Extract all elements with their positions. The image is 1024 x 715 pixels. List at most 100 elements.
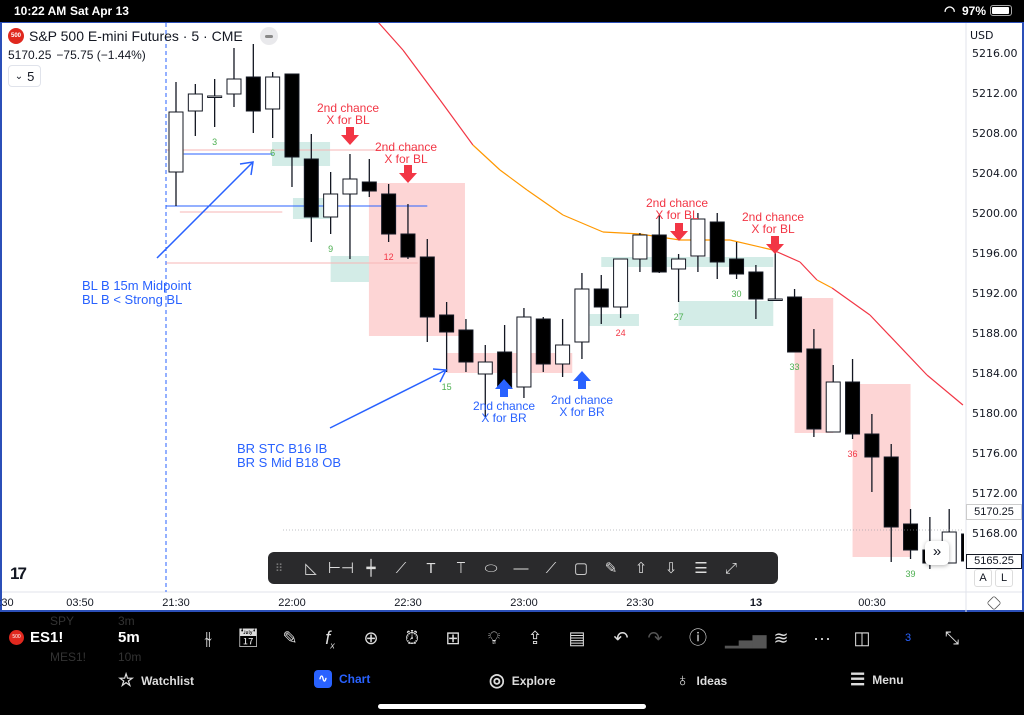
candle (265, 72, 281, 138)
note-br[interactable]: BR STC B16 IB BR S Mid B18 OB (237, 441, 342, 470)
currency-label[interactable]: USD (970, 29, 994, 42)
candle-body (651, 234, 667, 273)
interval-button[interactable]: 5m (118, 629, 140, 646)
rectangle-icon[interactable]: ▢ (573, 560, 589, 577)
info-icon[interactable]: ⓘ (689, 628, 707, 648)
candle (535, 317, 551, 372)
horizontal-line-icon[interactable]: — (513, 559, 529, 577)
split-layout-icon[interactable]: ◫ (853, 628, 871, 648)
candle-body (400, 233, 416, 258)
brush-icon[interactable]: ✎ (604, 560, 618, 577)
compare-icon[interactable]: ≋ (773, 628, 789, 648)
candle (303, 134, 319, 242)
annotation-bl-3[interactable]: 2nd chance X for BL (645, 196, 709, 222)
bar-number-label: 33 (790, 362, 800, 372)
tab-ideas[interactable]: ♁ Ideas (676, 670, 728, 690)
fullscreen-icon[interactable]: ⤡ (944, 628, 960, 648)
drag-handle-icon[interactable]: ⠿ (274, 562, 284, 575)
annotation-bl-1[interactable]: 2nd chance X for BL (316, 101, 380, 127)
candle-body (265, 76, 281, 110)
parallel-channel-icon[interactable]: ☰ (694, 560, 708, 577)
candle (864, 414, 880, 492)
auto-scale-button[interactable]: A (974, 569, 992, 587)
home-indicator[interactable] (378, 704, 646, 709)
more-icon[interactable]: ··· (813, 628, 831, 648)
tab-explore[interactable]: ◎ Explore (489, 670, 556, 690)
candle (361, 159, 377, 197)
text-icon[interactable]: T (426, 559, 436, 577)
alert-clock-icon[interactable]: ⏰︎ (404, 628, 420, 648)
go-to-date-icon[interactable]: 📅︎ (236, 628, 260, 648)
share-icon[interactable]: ⇪ (527, 628, 543, 648)
minus-icon (264, 34, 273, 38)
arrow-down-icon[interactable] (341, 127, 359, 145)
status-bar: 10:22 AM Sat Apr 13 ◠ 97% (0, 0, 1024, 22)
log-scale-button[interactable]: L (995, 569, 1013, 587)
idea-bulb-icon[interactable]: 💡︎ (487, 628, 501, 648)
symbol-title[interactable]: S&P 500 E-mini Futures · 5 · CME (29, 28, 243, 44)
ma-segment (772, 249, 801, 263)
tab-menu[interactable]: ☰ Menu (850, 670, 904, 689)
undo-icon[interactable]: ↶ (613, 628, 629, 648)
candle (961, 533, 964, 562)
arrow-up-icon[interactable] (495, 379, 513, 397)
annotation-br-2[interactable]: 2nd chance X for BR (550, 393, 614, 419)
trend-line-icon[interactable]: ⟋ (395, 559, 407, 577)
annotation-bl-4[interactable]: 2nd chance X for BL (741, 210, 805, 236)
arrow-down-icon[interactable] (399, 165, 417, 183)
battery-icon (990, 5, 1012, 16)
tradingview-logo[interactable]: 17 (10, 564, 27, 583)
price-tick: 5204.00 (972, 167, 1018, 180)
arrow-mark-up-icon[interactable]: ⇧ (634, 560, 648, 577)
bear-zone (852, 384, 911, 557)
indicators-toggle[interactable]: ⌄ 5 (8, 65, 41, 87)
ellipse-icon[interactable]: ⬭ (484, 559, 498, 577)
candle (207, 79, 223, 127)
arrow-down-icon[interactable] (670, 223, 688, 241)
trend-angle-icon[interactable]: ◺ (305, 560, 317, 577)
symbol-header[interactable]: 500 S&P 500 E-mini Futures · 5 · CME (8, 27, 278, 45)
vertical-line-icon[interactable]: ┿ (366, 560, 376, 577)
date-price-range-icon[interactable]: ⊢⊣ (327, 560, 355, 577)
remove-drawings-icon[interactable]: ▤ (568, 628, 586, 648)
annotation-bl-2[interactable]: 2nd chance X for BL (374, 140, 438, 166)
ma-segment (602, 231, 640, 235)
drawing-toolbar: ⠿ ◺ ⊢⊣ ┿ ⟋ T ⟙ ⬭ — ⟋ ▢ ✎ ⇧ ⇩ ☰ ⤢ (268, 552, 778, 584)
symbol-button[interactable]: ES1! (30, 629, 64, 646)
layouts-grid-icon[interactable]: ⊞ (445, 628, 461, 648)
collapse-legend-button[interactable] (259, 27, 278, 45)
candle (883, 444, 899, 562)
indicators-icon[interactable]: fx (325, 628, 335, 651)
ma-segment (472, 144, 501, 171)
arrow-up-icon[interactable] (573, 371, 591, 389)
volume-bars-icon[interactable]: ▁▃▅ (725, 628, 767, 648)
add-icon[interactable]: ⊕ (363, 628, 379, 648)
annotation-br-1[interactable]: 2nd chance X for BR (472, 399, 536, 425)
candle (555, 319, 571, 377)
price-tick: 5192.00 (972, 287, 1018, 300)
candle (806, 329, 822, 437)
scroll-to-realtime-button[interactable]: » (925, 541, 949, 565)
tab-chart[interactable]: ∿ Chart (314, 670, 370, 688)
note-bl[interactable]: BL B 15m Midpoint BL B < Strong BL (82, 278, 192, 307)
chart-type-candles-icon[interactable]: ⫳ (204, 628, 212, 648)
arrow-mark-down-icon[interactable]: ⇩ (664, 560, 678, 577)
line-segment-icon[interactable]: ⟋ (545, 559, 557, 577)
drawing-tools-icon[interactable]: ✎ (282, 628, 298, 648)
watchlist-peek-interval: 10m (118, 650, 142, 664)
tab-watchlist[interactable]: ☆ Watchlist (118, 670, 195, 690)
candle (748, 265, 764, 319)
candle-body (748, 271, 764, 300)
anchored-text-icon[interactable]: ⟙ (456, 559, 466, 577)
ray-icon[interactable]: ⤢ (724, 559, 737, 577)
annotation-arrow-br[interactable] (329, 368, 448, 429)
bar-number-label: 15 (442, 382, 452, 392)
sync-layout-button[interactable]: 3 (904, 632, 912, 644)
annotation-arrow-bl[interactable] (156, 161, 254, 259)
candle-body (555, 344, 571, 365)
candle (825, 365, 841, 433)
arrow-down-icon[interactable] (766, 236, 784, 254)
redo-icon[interactable]: ↷ (647, 628, 663, 648)
ma-segment (439, 99, 474, 146)
